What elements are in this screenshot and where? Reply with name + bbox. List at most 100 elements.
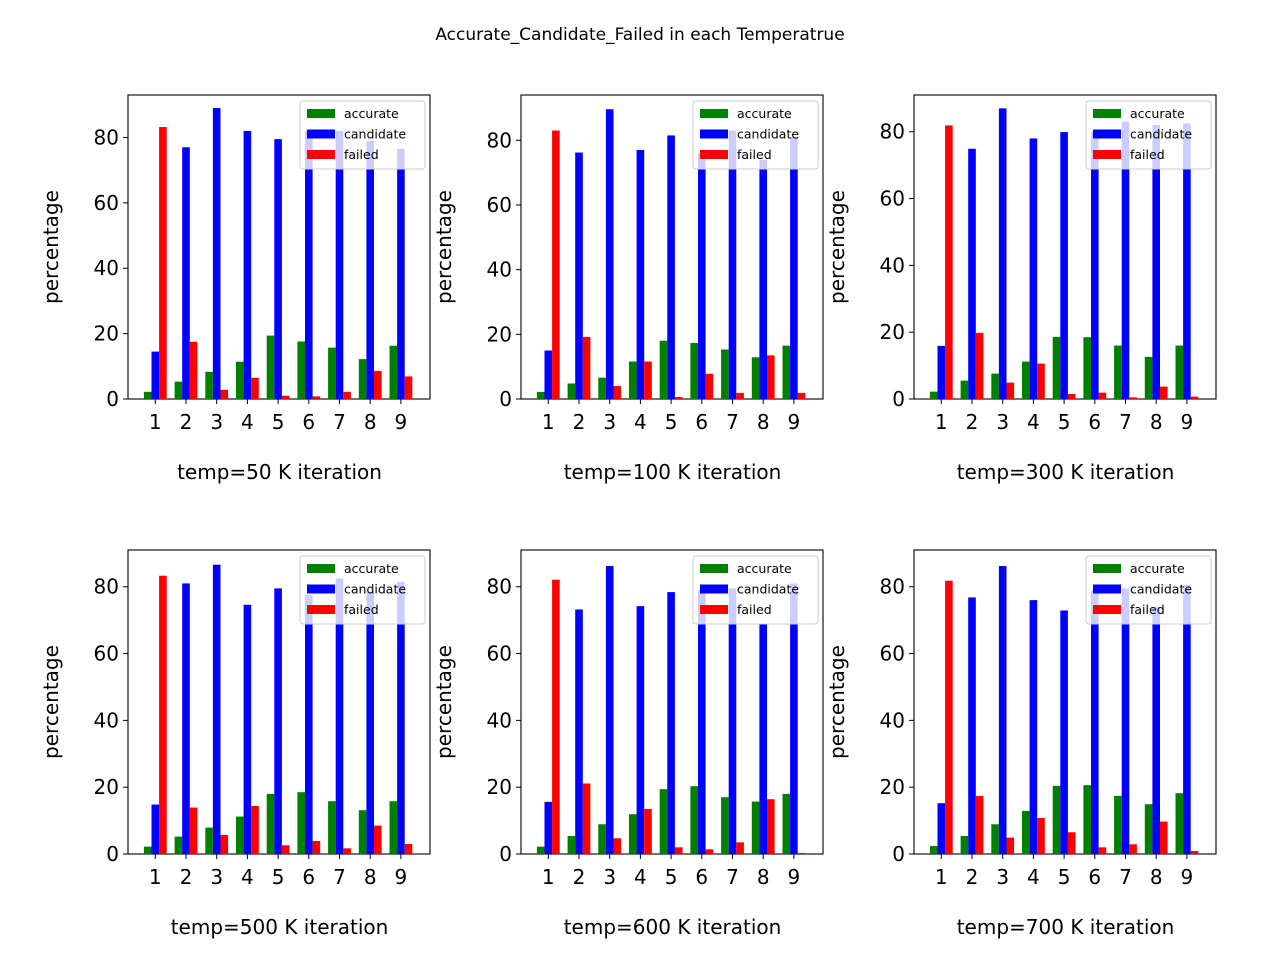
x-tick-label: 1 xyxy=(542,865,555,889)
y-axis-label: percentage xyxy=(39,190,63,304)
x-tick-label: 4 xyxy=(241,865,254,889)
bar-accurate-2 xyxy=(960,380,969,399)
y-axis-label: percentage xyxy=(432,190,456,304)
bar-candidate-6 xyxy=(1091,590,1099,854)
subplot-2: 0 20 40 60 80 1 2 3 4 5 6 7 8 9 temp=100 K iteration pe… xyxy=(432,94,824,484)
legend-swatch-accurate xyxy=(307,109,335,118)
x-tick-label: 7 xyxy=(726,410,739,434)
subplot-6: 0 20 40 60 80 1 2 3 4 5 6 7 8 9 temp=700 K iteration pe… xyxy=(825,549,1217,939)
bar-candidate-4 xyxy=(243,130,252,400)
x-tick-label: 8 xyxy=(757,410,770,434)
x-tick-label: 6 xyxy=(1088,410,1101,434)
bar-accurate-5 xyxy=(1052,785,1061,854)
x-tick-label: 3 xyxy=(603,865,616,889)
legend-label-failed: failed xyxy=(1130,602,1165,617)
bar-failed-9 xyxy=(797,392,806,399)
y-tick-label: 80 xyxy=(487,128,512,152)
bar-failed-4 xyxy=(644,361,652,399)
legend: accurate candidate failed xyxy=(1085,555,1212,625)
bar-candidate-9 xyxy=(790,137,798,400)
bar-failed-9 xyxy=(1190,850,1199,854)
bar-candidate-3 xyxy=(605,109,614,399)
x-tick-label: 3 xyxy=(210,865,223,889)
legend-swatch-candidate xyxy=(700,584,728,594)
bar-failed-7 xyxy=(736,392,744,399)
bar-candidate-6 xyxy=(305,130,313,400)
legend-swatch-failed xyxy=(307,150,335,159)
bar-failed-4 xyxy=(251,377,259,399)
legend: accurate candidate failed xyxy=(299,555,426,625)
bar-accurate-7 xyxy=(721,797,729,854)
y-tick-label: 0 xyxy=(892,842,905,866)
bar-candidate-2 xyxy=(575,609,583,854)
bar-candidate-1 xyxy=(544,350,553,399)
bar-candidate-2 xyxy=(968,597,976,854)
x-tick-label: 5 xyxy=(1058,410,1071,434)
subplot-1: 0 20 40 60 80 1 2 3 4 5 6 7 8 9 temp=50 K iteration per… xyxy=(39,94,431,484)
x-tick-label: 9 xyxy=(1181,865,1194,889)
legend-swatch-failed xyxy=(1093,150,1121,159)
y-tick-label: 80 xyxy=(880,120,905,144)
bar-accurate-8 xyxy=(1144,804,1153,854)
x-tick-label: 7 xyxy=(333,410,346,434)
bar-accurate-7 xyxy=(328,347,336,399)
legend-label-accurate: accurate xyxy=(344,561,399,576)
y-tick-label: 0 xyxy=(499,842,512,866)
legend-label-failed: failed xyxy=(737,602,772,617)
bar-candidate-6 xyxy=(698,590,706,854)
bar-failed-2 xyxy=(975,332,984,399)
x-tick-label: 1 xyxy=(935,410,948,434)
bar-accurate-8 xyxy=(358,810,367,854)
bar-candidate-7 xyxy=(335,130,344,400)
x-tick-label: 1 xyxy=(149,410,162,434)
bar-candidate-2 xyxy=(182,583,190,854)
bar-candidate-3 xyxy=(212,108,221,400)
x-tick-label: 8 xyxy=(364,865,377,889)
bar-failed-9 xyxy=(404,376,413,399)
x-tick-label: 7 xyxy=(1119,865,1132,889)
bar-candidate-1 xyxy=(937,803,946,854)
bar-accurate-6 xyxy=(1083,337,1091,399)
bar-accurate-7 xyxy=(328,801,336,854)
bar-failed-7 xyxy=(1129,844,1137,854)
bar-candidate-6 xyxy=(1091,131,1099,399)
bar-candidate-6 xyxy=(305,595,313,854)
bar-failed-3 xyxy=(613,838,622,854)
figure-title: Accurate_Candidate_Failed in each Temper… xyxy=(435,25,844,45)
y-tick-label: 0 xyxy=(106,387,119,411)
bar-failed-3 xyxy=(1006,382,1015,399)
y-tick-label: 80 xyxy=(94,125,119,149)
x-tick-label: 3 xyxy=(210,410,223,434)
bar-failed-8 xyxy=(374,370,382,399)
bar-accurate-2 xyxy=(567,383,576,399)
y-axis-label: percentage xyxy=(825,645,849,759)
x-tick-label: 9 xyxy=(1181,410,1194,434)
y-tick-label: 20 xyxy=(94,322,119,346)
bar-candidate-8 xyxy=(1152,125,1160,400)
legend-label-failed: failed xyxy=(344,602,379,617)
x-tick-label: 8 xyxy=(1150,410,1163,434)
x-tick-label: 1 xyxy=(149,865,162,889)
bar-accurate-6 xyxy=(297,341,305,399)
bar-accurate-3 xyxy=(598,377,606,399)
bar-candidate-9 xyxy=(1183,585,1191,854)
y-tick-label: 40 xyxy=(880,253,905,277)
bar-accurate-4 xyxy=(1022,810,1030,854)
legend: accurate candidate failed xyxy=(692,100,819,170)
legend-label-candidate: candidate xyxy=(737,127,799,142)
bar-accurate-2 xyxy=(567,835,576,854)
bar-candidate-5 xyxy=(667,592,675,854)
x-tick-label: 2 xyxy=(180,865,193,889)
legend-swatch-accurate xyxy=(1093,109,1121,118)
x-tick-label: 7 xyxy=(333,865,346,889)
bar-candidate-1 xyxy=(544,801,553,854)
legend-label-failed: failed xyxy=(344,147,379,162)
bar-accurate-5 xyxy=(266,335,275,399)
x-tick-label: 2 xyxy=(966,410,979,434)
x-tick-label: 6 xyxy=(302,865,315,889)
bar-accurate-6 xyxy=(1083,785,1091,854)
x-tick-label: 8 xyxy=(364,410,377,434)
legend-label-accurate: accurate xyxy=(737,561,792,576)
y-tick-label: 60 xyxy=(94,642,119,666)
